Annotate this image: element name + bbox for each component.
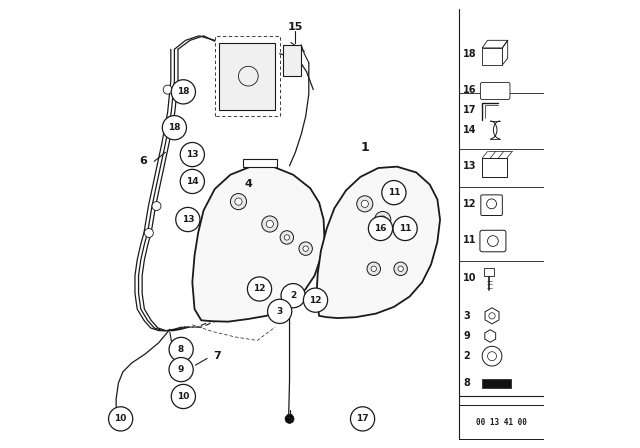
Polygon shape bbox=[192, 167, 324, 322]
Circle shape bbox=[303, 246, 308, 251]
Bar bbox=[482, 158, 507, 177]
Circle shape bbox=[163, 116, 186, 140]
Text: 9: 9 bbox=[178, 365, 184, 374]
Circle shape bbox=[266, 220, 273, 228]
Text: 16: 16 bbox=[463, 85, 477, 95]
FancyBboxPatch shape bbox=[243, 159, 276, 167]
Text: 3: 3 bbox=[463, 311, 470, 321]
Polygon shape bbox=[284, 45, 301, 76]
Circle shape bbox=[235, 198, 242, 205]
Circle shape bbox=[482, 346, 502, 366]
Text: 00 13 41 00: 00 13 41 00 bbox=[476, 418, 527, 427]
Text: 12: 12 bbox=[463, 199, 477, 209]
Circle shape bbox=[268, 299, 292, 323]
FancyBboxPatch shape bbox=[480, 230, 506, 252]
FancyBboxPatch shape bbox=[481, 82, 510, 99]
Text: 17: 17 bbox=[463, 105, 477, 115]
Text: 9: 9 bbox=[463, 331, 470, 341]
Circle shape bbox=[169, 337, 193, 362]
Text: 4: 4 bbox=[244, 179, 252, 189]
Text: 12: 12 bbox=[309, 296, 322, 305]
Circle shape bbox=[262, 216, 278, 232]
Polygon shape bbox=[482, 379, 511, 388]
Circle shape bbox=[361, 200, 369, 207]
Circle shape bbox=[176, 207, 200, 232]
Circle shape bbox=[284, 235, 289, 240]
Circle shape bbox=[382, 181, 406, 205]
Circle shape bbox=[393, 216, 417, 241]
Circle shape bbox=[172, 80, 195, 104]
Circle shape bbox=[168, 116, 177, 125]
Text: 8: 8 bbox=[178, 345, 184, 354]
Text: 11: 11 bbox=[463, 235, 477, 245]
Text: 1: 1 bbox=[360, 141, 369, 155]
Circle shape bbox=[299, 242, 312, 255]
Circle shape bbox=[371, 266, 376, 271]
Text: 6: 6 bbox=[139, 156, 147, 166]
Circle shape bbox=[303, 288, 328, 312]
Text: 10: 10 bbox=[177, 392, 189, 401]
Circle shape bbox=[152, 202, 161, 211]
Polygon shape bbox=[485, 308, 499, 324]
Text: 18: 18 bbox=[168, 123, 180, 132]
Circle shape bbox=[281, 284, 305, 308]
Text: 3: 3 bbox=[276, 307, 283, 316]
Text: 18: 18 bbox=[463, 49, 477, 59]
Text: 13: 13 bbox=[463, 161, 477, 171]
Polygon shape bbox=[485, 330, 495, 342]
Circle shape bbox=[230, 194, 246, 210]
Bar bbox=[482, 48, 502, 65]
Circle shape bbox=[248, 277, 271, 301]
Text: 2: 2 bbox=[463, 351, 470, 361]
Circle shape bbox=[180, 142, 204, 167]
Circle shape bbox=[374, 211, 391, 228]
Circle shape bbox=[172, 384, 195, 409]
Text: 14: 14 bbox=[186, 177, 198, 186]
Text: 7: 7 bbox=[213, 351, 221, 361]
FancyBboxPatch shape bbox=[481, 195, 502, 215]
Circle shape bbox=[169, 358, 193, 382]
Text: 13: 13 bbox=[182, 215, 194, 224]
Text: 10: 10 bbox=[463, 273, 477, 283]
Polygon shape bbox=[219, 43, 275, 110]
Circle shape bbox=[145, 228, 154, 237]
Text: 18: 18 bbox=[177, 87, 189, 96]
Text: 8: 8 bbox=[463, 378, 470, 388]
Circle shape bbox=[398, 266, 403, 271]
Polygon shape bbox=[316, 167, 440, 318]
Text: 5: 5 bbox=[285, 414, 292, 424]
Circle shape bbox=[163, 85, 172, 94]
Text: 2: 2 bbox=[290, 291, 296, 300]
Circle shape bbox=[367, 262, 380, 276]
Circle shape bbox=[369, 216, 392, 241]
Circle shape bbox=[180, 169, 204, 194]
Circle shape bbox=[379, 216, 387, 223]
Circle shape bbox=[285, 414, 294, 423]
Text: 11: 11 bbox=[399, 224, 412, 233]
Circle shape bbox=[394, 262, 408, 276]
Text: 16: 16 bbox=[374, 224, 387, 233]
Text: 13: 13 bbox=[186, 150, 198, 159]
Text: 10: 10 bbox=[115, 414, 127, 423]
Text: 11: 11 bbox=[388, 188, 400, 197]
Text: 14: 14 bbox=[463, 125, 477, 135]
Circle shape bbox=[351, 407, 374, 431]
Circle shape bbox=[109, 407, 132, 431]
Circle shape bbox=[356, 196, 373, 212]
Text: 15: 15 bbox=[287, 22, 303, 32]
Text: 17: 17 bbox=[356, 414, 369, 423]
Bar bbox=[459, 405, 544, 439]
Text: 12: 12 bbox=[253, 284, 266, 293]
Bar bbox=[484, 268, 494, 276]
Circle shape bbox=[280, 231, 294, 244]
